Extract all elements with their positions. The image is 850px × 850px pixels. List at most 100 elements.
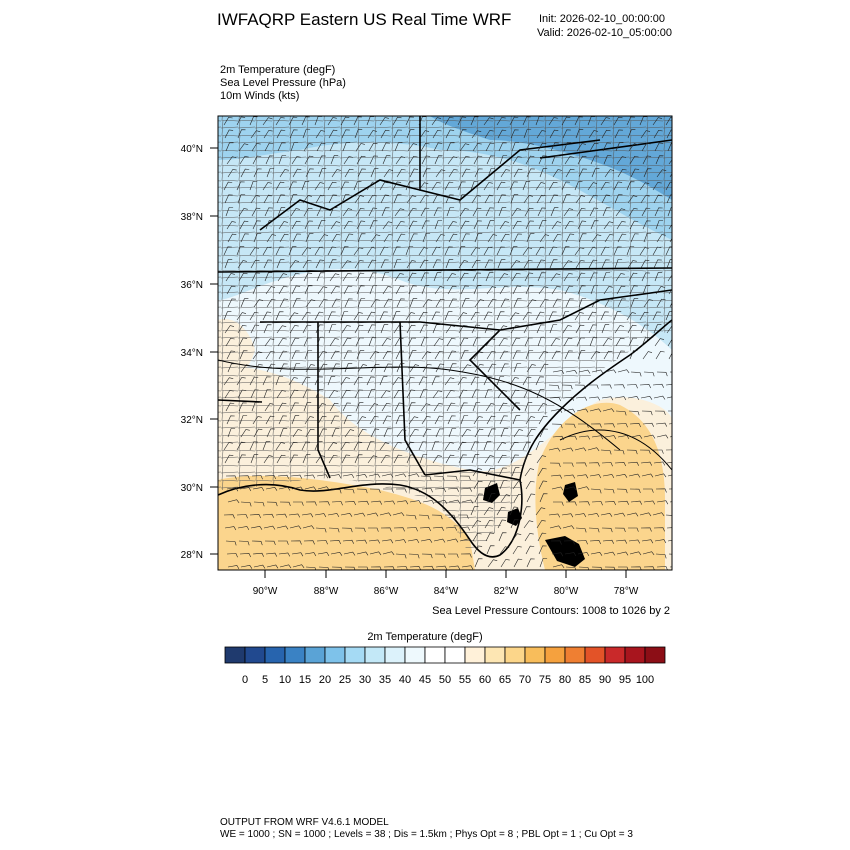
wind-barb	[512, 350, 521, 360]
model-config-line: WE = 1000 ; SN = 1000 ; Levels = 38 ; Di…	[220, 829, 633, 840]
wind-barb	[591, 299, 601, 308]
wind-barb	[536, 389, 545, 399]
wind-barb	[535, 507, 546, 516]
wind-barb	[666, 396, 672, 399]
wind-barb	[277, 273, 288, 282]
wind-barb	[396, 566, 408, 570]
wind-barb	[535, 376, 544, 386]
wind-barb	[393, 454, 403, 464]
colorbar-label: 95	[619, 674, 631, 686]
wind-barb	[316, 207, 325, 217]
wind-barb	[434, 220, 443, 230]
wind-barb	[654, 338, 665, 347]
wind-barb	[457, 377, 467, 386]
wind-barb	[616, 156, 627, 165]
wind-barb	[665, 181, 672, 191]
wind-barb	[616, 285, 626, 295]
wind-barb	[656, 434, 669, 439]
wind-barb	[459, 475, 471, 481]
wind-barb	[539, 168, 548, 178]
wind-barb	[393, 194, 402, 204]
wind-barb	[653, 461, 666, 466]
wind-barb	[472, 532, 482, 542]
wind-barb	[652, 311, 661, 321]
wind-barb	[483, 441, 492, 451]
wind-barb	[457, 246, 466, 256]
wind-barb	[225, 402, 235, 412]
wind-barb	[329, 142, 338, 152]
wind-barb	[379, 311, 388, 321]
wind-barb	[431, 441, 440, 451]
wind-barb	[394, 337, 404, 347]
colorbar-swatch	[604, 646, 626, 664]
wind-barb	[367, 130, 377, 139]
wind-barb	[525, 350, 534, 360]
wind-barb	[355, 402, 364, 412]
wind-barb	[473, 285, 482, 295]
wind-barb	[447, 221, 457, 230]
wind-barb	[292, 564, 305, 569]
wind-barb	[262, 513, 274, 518]
wind-barb	[628, 473, 641, 478]
wind-barb	[471, 454, 480, 464]
wind-barb	[262, 246, 272, 256]
wind-barb	[238, 143, 249, 152]
wind-barb	[448, 565, 461, 570]
wind-barb	[276, 194, 285, 204]
colorbar-swatch	[544, 646, 566, 664]
wind-barb	[537, 532, 547, 542]
wind-barb	[367, 259, 377, 269]
lat-label: 32°N	[181, 415, 203, 426]
wind-barb	[487, 363, 497, 373]
wind-barb	[354, 129, 363, 139]
wind-barb	[344, 168, 354, 178]
wind-barb	[666, 461, 672, 464]
wind-barb	[656, 500, 669, 505]
wind-barb	[604, 501, 616, 506]
wind-barb	[470, 376, 480, 386]
colorbar-swatch	[644, 646, 666, 664]
wind-barb	[461, 429, 471, 438]
wind-barb	[484, 130, 494, 139]
wind-barb	[603, 551, 616, 556]
wind-barb	[435, 234, 445, 243]
wind-barb	[629, 220, 639, 230]
wind-barb	[344, 501, 356, 506]
wind-barb	[236, 377, 246, 386]
wind-barb	[263, 455, 273, 464]
wind-barb	[356, 488, 368, 494]
wind-barb	[536, 324, 545, 334]
wind-barb	[329, 540, 341, 545]
colorbar-swatch	[524, 646, 546, 664]
wind-barb	[626, 116, 635, 126]
lon-label: 86°W	[374, 586, 399, 597]
wind-barb	[315, 389, 324, 399]
wind-barb	[383, 566, 395, 570]
wind-barb	[249, 116, 258, 126]
wind-barb	[238, 337, 248, 347]
wind-barb	[485, 532, 495, 542]
wind-barb	[266, 298, 276, 308]
wind-barb	[603, 488, 615, 494]
wind-barb	[642, 422, 654, 427]
wind-barb	[602, 272, 611, 282]
wind-barb	[587, 116, 596, 126]
wind-barb	[331, 233, 341, 243]
wind-barb	[342, 273, 352, 282]
wind-barb	[251, 207, 261, 217]
wind-barb	[278, 285, 288, 295]
wind-barb	[630, 168, 640, 178]
wind-barb	[394, 539, 407, 544]
wind-barb	[603, 286, 613, 295]
wind-barb	[575, 129, 584, 139]
wind-barb	[522, 181, 531, 191]
wind-barb	[380, 129, 390, 139]
wind-barb	[486, 351, 496, 360]
wind-barb	[343, 551, 356, 556]
lakes	[483, 482, 585, 567]
wind-barb	[249, 376, 259, 386]
wind-barb	[420, 538, 433, 543]
wind-barb	[472, 272, 481, 282]
wind-barb	[614, 396, 627, 401]
wind-barb	[563, 142, 572, 152]
